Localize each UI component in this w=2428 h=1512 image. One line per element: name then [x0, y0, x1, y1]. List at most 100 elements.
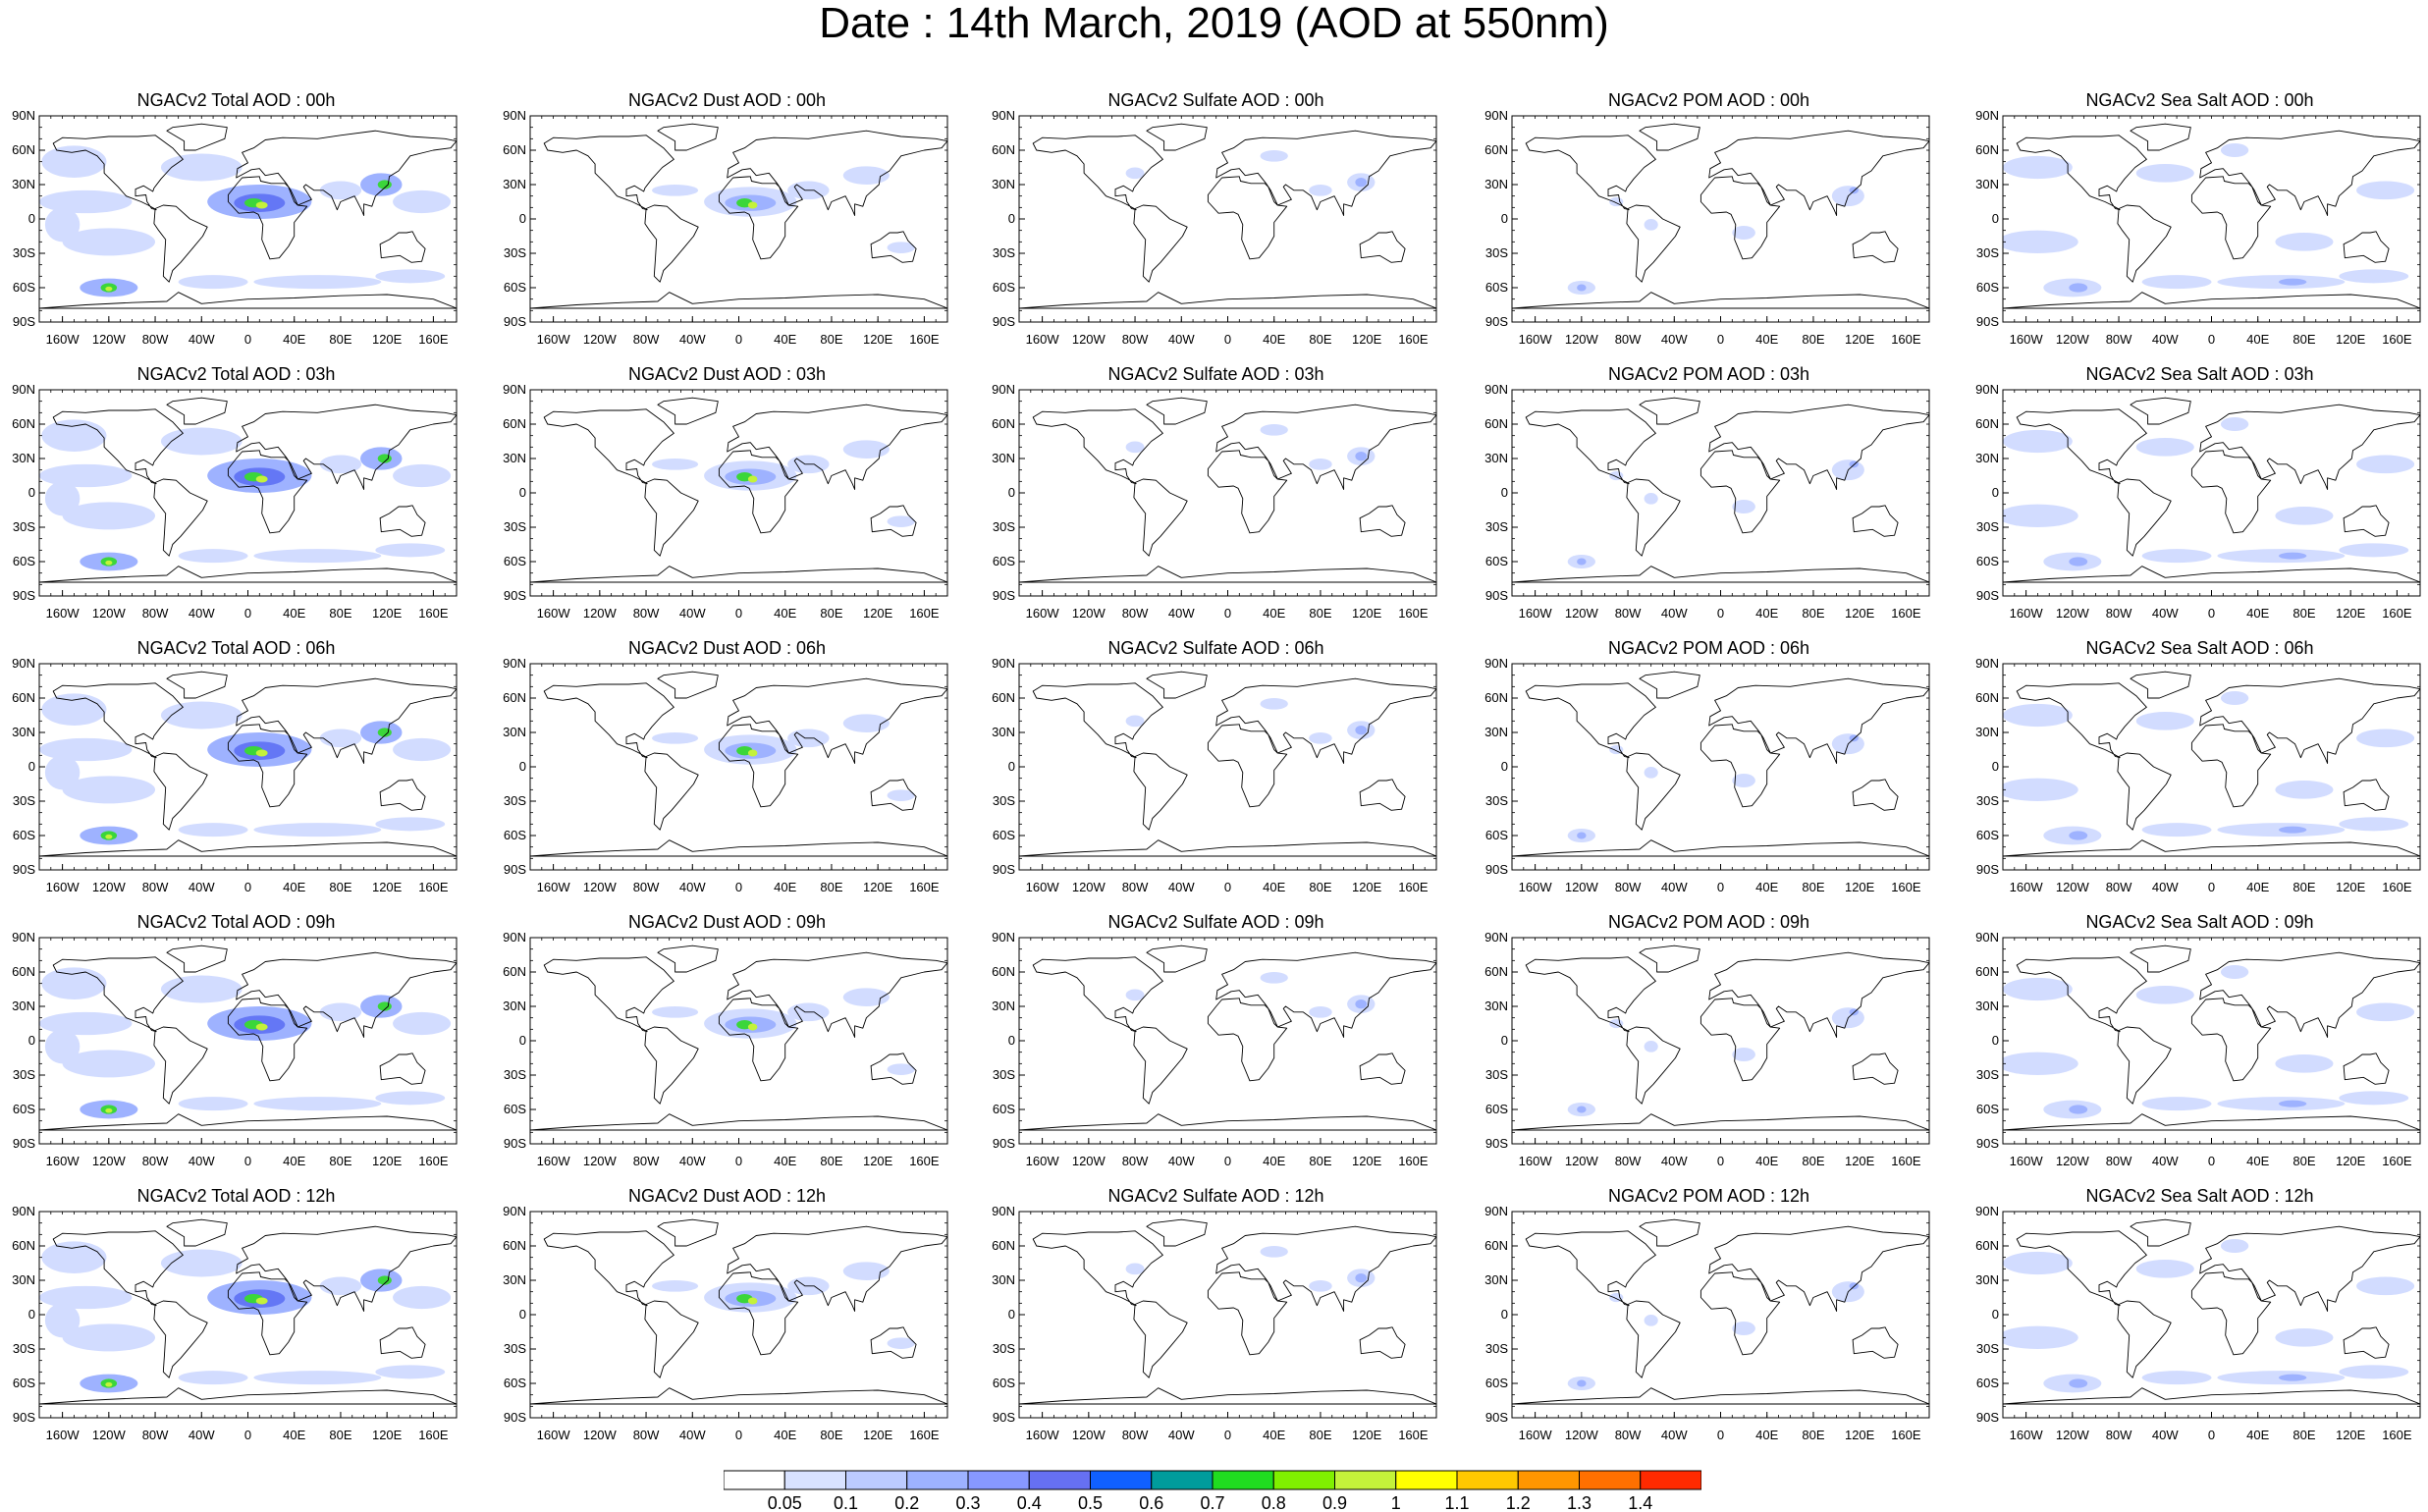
- lat-tick-label: 60N: [12, 690, 35, 705]
- lat-tick-label: 30N: [992, 999, 1015, 1013]
- coastline-antarctica: [2003, 1387, 2420, 1405]
- lon-tick-label: 160E: [1398, 1428, 1429, 1442]
- coastline-antarctica: [1019, 839, 1436, 857]
- colorbar-swatch: [906, 1470, 969, 1490]
- lat-tick-label: 0: [1992, 485, 1999, 500]
- coastline-antarctica: [39, 1113, 457, 1131]
- lat-tick-label: 60N: [503, 1238, 526, 1253]
- lon-tick-label: 160W: [1026, 1428, 1060, 1442]
- lon-tick-label: 160E: [1398, 606, 1429, 621]
- lon-tick-label: 80E: [2293, 332, 2315, 347]
- map-plot: 160W 120W 80W 40W 0 40E 80E 120E 160E 90N 60N 30N 0 3…: [1975, 930, 2421, 1168]
- lat-tick-label: 60S: [1485, 554, 1508, 568]
- map-panel-sulfate-03h: NGACv2 Sulfate AOD : 03h 160W 120W 80W 40W 0 4…: [980, 364, 1441, 621]
- lat-tick-label: 30N: [503, 177, 526, 191]
- lat-tick-label: 0: [1008, 485, 1015, 500]
- lon-tick-label: 40W: [1661, 880, 1688, 894]
- aod-patch: [393, 737, 452, 762]
- lon-tick-label: 80W: [2106, 332, 2132, 347]
- aod-patch: [375, 1091, 446, 1106]
- coastline-africa: [1700, 998, 1781, 1082]
- lon-tick-label: 80E: [820, 1428, 842, 1442]
- coastline-greenland: [1639, 397, 1700, 425]
- lat-tick-label: 0: [1008, 211, 1015, 226]
- lat-tick-label: 30N: [992, 451, 1015, 465]
- coastline-eurasia: [1708, 404, 1929, 490]
- colorbar-swatch: [1640, 1470, 1701, 1490]
- coastline-eurasia: [1708, 677, 1929, 764]
- aod-patch: [178, 1097, 248, 1111]
- aod-patch: [62, 776, 156, 804]
- aod-patch: [253, 1097, 382, 1111]
- map-panel-seasalt-00h: NGACv2 Sea Salt AOD : 00h 160W 120W 80W 40W 0…: [1964, 90, 2425, 347]
- coastline-africa: [1207, 176, 1288, 260]
- lon-tick-label: 80W: [2106, 606, 2132, 621]
- lat-tick-label: 30S: [13, 1067, 35, 1082]
- aod-patch: [2356, 455, 2415, 474]
- aod-patch: [2069, 557, 2088, 567]
- coastline-south-america: [153, 1300, 208, 1378]
- lat-tick-label: 90N: [1975, 382, 1999, 397]
- map-plot: 160W 120W 80W 40W 0 40E 80E 120E 160E 90N 60N 30N 0 3…: [503, 382, 948, 621]
- coastline-north-america: [543, 956, 674, 1033]
- map-plot: 160W 120W 80W 40W 0 40E 80E 120E 160E 90N 60N 30N 0 3…: [1484, 1204, 1930, 1442]
- coastline-antarctica: [530, 1387, 947, 1405]
- aod-patch: [1260, 424, 1288, 436]
- lat-tick-label: 90S: [13, 1410, 35, 1425]
- coastline-africa: [1700, 450, 1781, 534]
- lon-tick-label: 0: [1717, 606, 1724, 621]
- lon-tick-label: 0: [735, 1154, 742, 1168]
- coastline-africa: [2190, 998, 2272, 1082]
- panel-title: NGACv2 Total AOD : 12h: [136, 1186, 336, 1206]
- aod-patch: [2069, 1105, 2088, 1114]
- coastline-antarctica: [39, 1387, 457, 1405]
- lat-tick-label: 30S: [993, 519, 1015, 534]
- lon-tick-label: 120W: [2056, 1154, 2090, 1168]
- map-background: [1019, 664, 1436, 870]
- panel-title: NGACv2 Sulfate AOD : 03h: [1107, 364, 1324, 384]
- coastline-antarctica: [1512, 1113, 1929, 1131]
- map-plot: 160W 120W 80W 40W 0 40E 80E 120E 160E 90N 60N 30N 0 3…: [992, 1204, 1437, 1442]
- colorbar-label: 1.1: [1444, 1493, 1469, 1512]
- map-panel-total-03h: NGACv2 Total AOD : 03h 160W 120W 80W 40W 0 40E…: [0, 364, 461, 621]
- lat-tick-label: 30S: [13, 519, 35, 534]
- aod-patch: [1577, 284, 1587, 292]
- lat-tick-label: 60N: [503, 416, 526, 431]
- coastline-greenland: [1146, 123, 1208, 151]
- lat-tick-label: 60S: [1976, 1102, 1999, 1116]
- lat-tick-label: 90S: [1485, 588, 1508, 603]
- lat-tick-label: 0: [28, 1033, 35, 1048]
- lon-tick-label: 0: [735, 606, 742, 621]
- colorbar-swatch: [1090, 1470, 1153, 1490]
- lat-tick-label: 0: [519, 759, 526, 774]
- aod-patch: [842, 1262, 890, 1280]
- lon-tick-label: 120W: [2056, 880, 2090, 894]
- lat-tick-label: 90S: [504, 314, 526, 329]
- aod-patch: [2069, 831, 2088, 840]
- lon-tick-label: 80E: [820, 332, 842, 347]
- lon-tick-label: 160W: [2010, 880, 2044, 894]
- lon-tick-label: 40E: [283, 606, 305, 621]
- lat-tick-label: 0: [519, 211, 526, 226]
- lon-tick-label: 160E: [2382, 1154, 2412, 1168]
- lat-tick-label: 60S: [13, 1376, 35, 1390]
- lat-tick-label: 0: [1501, 759, 1508, 774]
- coastline-australia: [379, 1326, 426, 1359]
- coastline-north-america: [1032, 682, 1163, 759]
- aod-patch: [1644, 219, 1658, 231]
- coastline-south-america: [1133, 1300, 1188, 1378]
- lon-tick-label: 0: [1224, 1428, 1231, 1442]
- lat-tick-label: 90N: [992, 108, 1015, 123]
- lon-tick-label: 40E: [774, 1428, 796, 1442]
- lon-tick-label: 40W: [2152, 606, 2179, 621]
- aod-patch: [1577, 1106, 1587, 1113]
- lon-tick-label: 80E: [1802, 332, 1824, 347]
- coastline-south-america: [153, 1026, 208, 1105]
- lat-tick-label: 90S: [993, 862, 1015, 877]
- map-plot: 160W 120W 80W 40W 0 40E 80E 120E 160E 90N 60N 30N 0 3…: [992, 656, 1437, 894]
- colorbar-swatch: [1272, 1470, 1335, 1490]
- aod-patch: [62, 502, 156, 530]
- lon-tick-label: 120E: [372, 1154, 403, 1168]
- lon-tick-label: 120W: [583, 1154, 618, 1168]
- aod-patch: [1125, 715, 1145, 728]
